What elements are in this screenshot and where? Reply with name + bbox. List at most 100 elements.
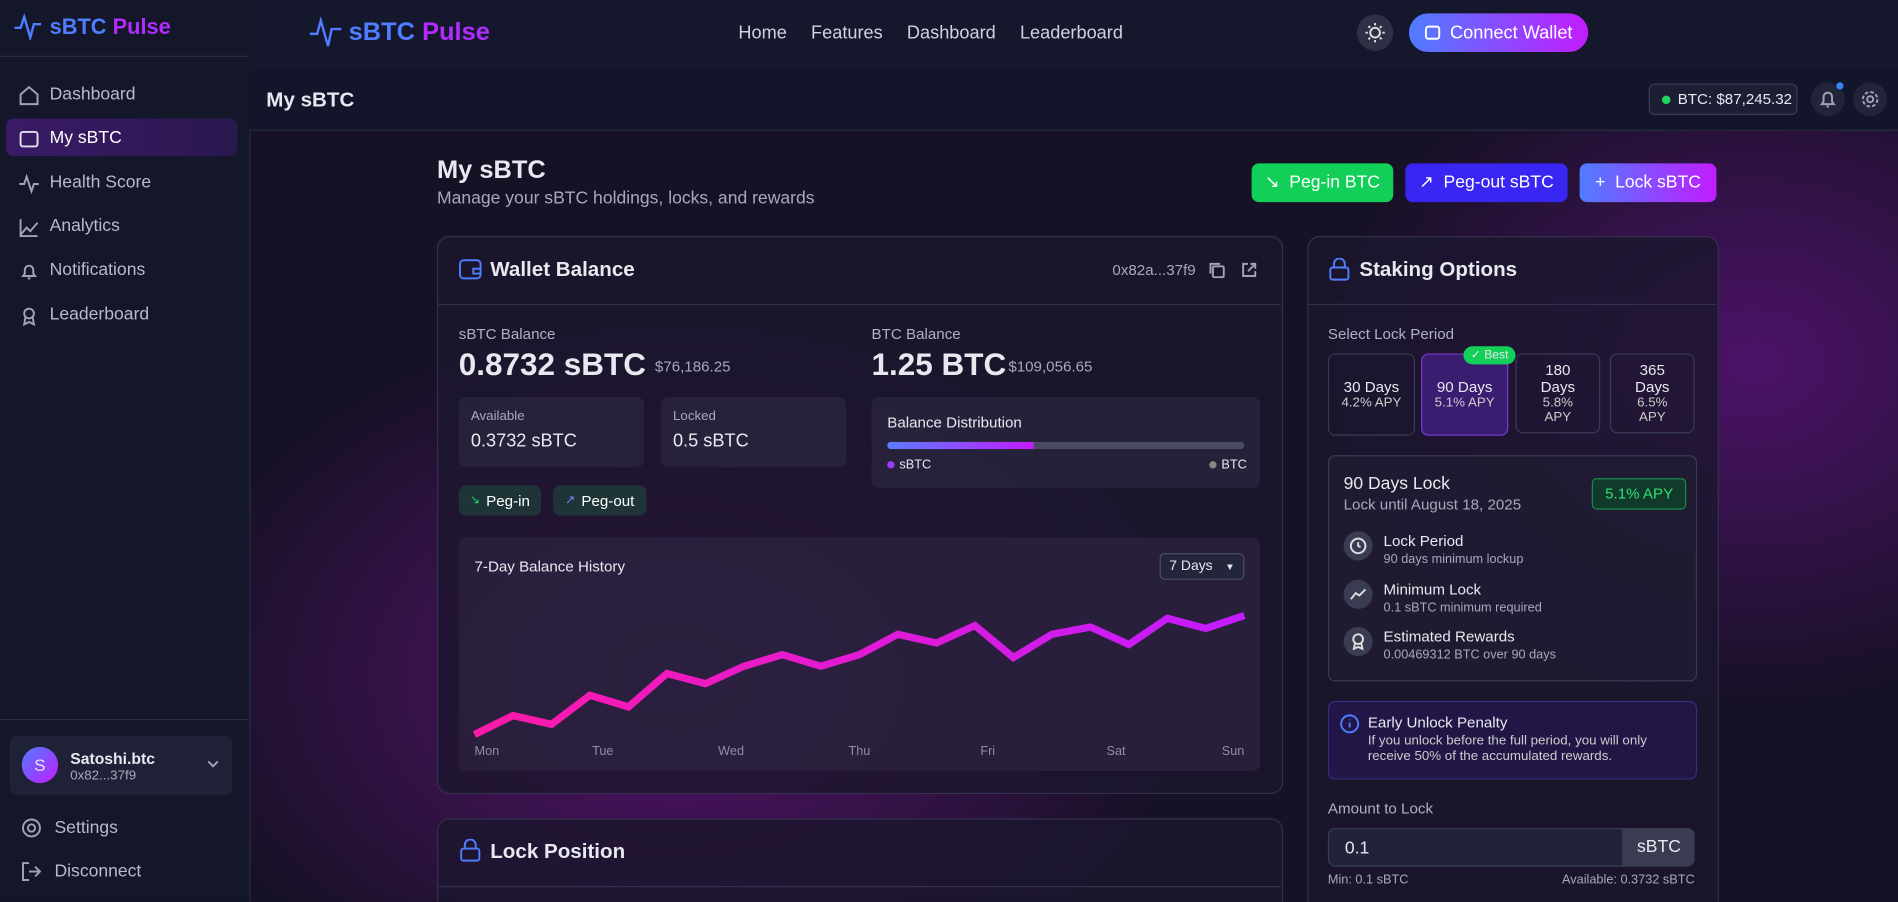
amount-input[interactable]: 0.1 bbox=[1327, 827, 1624, 867]
legend-label: BTC bbox=[1221, 457, 1247, 473]
nav-item[interactable]: Leaderboard bbox=[49, 304, 150, 324]
item-title: Lock Period bbox=[1383, 532, 1464, 550]
option-apy: 5.1% APY bbox=[1434, 395, 1495, 411]
wallet-address: 0x82a...37f9 bbox=[1112, 261, 1196, 279]
action-label: Peg-out sBTC bbox=[1443, 173, 1554, 193]
chevron bbox=[207, 760, 219, 768]
btc-usd: $109,056.65 bbox=[1008, 358, 1093, 376]
bell[interactable] bbox=[1810, 82, 1845, 117]
top-link[interactable]: Leaderboard bbox=[1019, 22, 1123, 44]
external-icon[interactable] bbox=[1241, 261, 1258, 278]
x-tick-label: Sat bbox=[1107, 744, 1127, 758]
pegin-button[interactable]: ↘ Peg-in bbox=[458, 485, 542, 516]
button-label: Peg-in bbox=[486, 492, 530, 509]
connect-label: Connect Wallet bbox=[1450, 22, 1573, 43]
brand-b: Pulse bbox=[422, 18, 490, 46]
chart: Mon Tue Wed Thu Fri Sat Sun bbox=[472, 611, 1246, 758]
best-badge: ✓ Best bbox=[1463, 346, 1516, 365]
option-days: 30 Days bbox=[1343, 378, 1400, 396]
action-label: Lock sBTC bbox=[1615, 173, 1701, 193]
nav-icon bbox=[18, 217, 40, 245]
locked-box bbox=[660, 397, 847, 468]
pegout-button[interactable]: ↗ Peg-out bbox=[553, 485, 647, 516]
top-link[interactable]: Home bbox=[738, 22, 787, 44]
item-desc: 90 days minimum lockup bbox=[1383, 551, 1524, 567]
legend-sbtc: sBTC bbox=[887, 458, 931, 472]
nav-item[interactable]: Dashboard bbox=[49, 84, 136, 105]
option[interactable]: 30 Days 4.2% APY bbox=[1327, 353, 1416, 436]
option-days: 365 Days bbox=[1635, 361, 1670, 396]
balance-line bbox=[472, 611, 1246, 738]
settings-link[interactable]: Settings bbox=[54, 818, 118, 838]
item-icon bbox=[1343, 531, 1373, 561]
button-label: Peg-out bbox=[581, 492, 635, 509]
btc-price-label: BTC: $87,245.32 bbox=[1677, 90, 1793, 108]
penalty-text: If you unlock before the full period, yo… bbox=[1367, 733, 1647, 764]
nav-item[interactable]: Notifications bbox=[49, 260, 146, 280]
select-label: 7 Days bbox=[1169, 559, 1213, 574]
top-links: Home Features Dashboard Leaderboard bbox=[738, 23, 1123, 44]
brand: sBTC Pulse bbox=[349, 18, 490, 47]
logo-icon bbox=[309, 16, 342, 47]
nav-icon bbox=[18, 85, 40, 113]
divider bbox=[1308, 303, 1717, 306]
nav-item[interactable]: Health Score bbox=[49, 172, 152, 192]
option[interactable]: 180 Days 5.8% APY bbox=[1515, 353, 1601, 434]
divider bbox=[438, 886, 1281, 888]
staking-title: Staking Options bbox=[1359, 257, 1518, 281]
option[interactable]: 365 Days 6.5% APY bbox=[1609, 353, 1695, 434]
action-pegout[interactable]: ↗ Peg-out sBTC bbox=[1405, 163, 1568, 203]
penalty-title: Early Unlock Penalty bbox=[1367, 714, 1508, 732]
penalty-box bbox=[1327, 700, 1698, 780]
wallet-title: Wallet Balance bbox=[490, 257, 635, 281]
range-select[interactable]: 7 Days ▼ bbox=[1159, 553, 1245, 580]
detail-title: 90 Days Lock bbox=[1343, 474, 1450, 494]
nav-icon bbox=[18, 173, 40, 201]
item-title: Estimated Rewards bbox=[1383, 628, 1515, 646]
period-label: Select Lock Period bbox=[1327, 325, 1455, 343]
divider bbox=[0, 55, 250, 57]
sbtc-label: sBTC Balance bbox=[458, 325, 556, 343]
theme-toggle[interactable] bbox=[1356, 14, 1394, 51]
logout-icon bbox=[22, 862, 42, 881]
disconnect-link[interactable]: Disconnect bbox=[54, 861, 142, 882]
btc-value: 1.25 BTC bbox=[871, 346, 1007, 383]
action-lock[interactable]: + Lock sBTC bbox=[1579, 163, 1717, 203]
nav-item[interactable]: Analytics bbox=[49, 216, 120, 236]
available-box bbox=[458, 397, 644, 468]
detail-subtitle: Lock until August 18, 2025 bbox=[1343, 496, 1522, 514]
brand: sBTC Pulse bbox=[50, 15, 171, 40]
user-name: Satoshi.btc bbox=[70, 749, 156, 768]
distribution-fill bbox=[887, 441, 1034, 450]
top-link[interactable]: Features bbox=[811, 22, 883, 44]
available-label: Available bbox=[470, 409, 525, 424]
brand-b: Pulse bbox=[112, 14, 171, 39]
sidebar: sBTC Pulse S Satoshi.btc 0x82...37f9 Set… bbox=[0, 0, 251, 902]
divider bbox=[0, 719, 250, 721]
gear[interactable] bbox=[1853, 82, 1888, 117]
amount-label: Amount to Lock bbox=[1327, 800, 1434, 818]
chart-title: 7-Day Balance History bbox=[474, 558, 626, 575]
x-tick-label: Fri bbox=[980, 744, 995, 758]
sbtc-usd: $76,186.25 bbox=[654, 358, 731, 376]
nav-item[interactable]: My sBTC bbox=[49, 128, 122, 149]
btc-price: BTC: $87,245.32 bbox=[1648, 83, 1798, 115]
item-icon bbox=[1343, 627, 1373, 657]
lock-icon bbox=[1329, 257, 1350, 281]
copy-icon[interactable] bbox=[1208, 261, 1225, 279]
wallet-icon bbox=[459, 259, 482, 280]
action-pegin[interactable]: ↘ Peg-in BTC bbox=[1251, 163, 1394, 203]
option-selected[interactable]: 90 Days 5.1% APY bbox=[1421, 353, 1509, 436]
action-label: Peg-in BTC bbox=[1289, 173, 1380, 193]
apy-badge: 5.1% APY bbox=[1591, 478, 1687, 510]
active-nav bbox=[6, 118, 238, 157]
top-link[interactable]: Dashboard bbox=[906, 22, 996, 44]
amount-available: Available: 0.3732 sBTC bbox=[1562, 872, 1695, 888]
page-subtitle: Manage your sBTC holdings, locks, and re… bbox=[436, 188, 815, 209]
connect-wallet[interactable]: Connect Wallet bbox=[1408, 13, 1589, 53]
distribution-track bbox=[887, 441, 1245, 450]
item-desc: 0.1 sBTC minimum required bbox=[1383, 599, 1542, 615]
legend-btc: BTC bbox=[1209, 457, 1247, 473]
lock-title: Lock Position bbox=[490, 840, 626, 864]
nav-icon bbox=[18, 304, 40, 332]
